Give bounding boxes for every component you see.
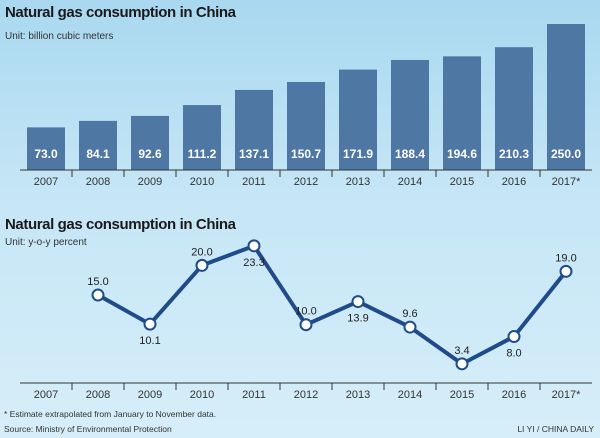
line-value-label: 10.1 (139, 335, 160, 347)
line-chart-tick-label: 2017* (552, 389, 581, 401)
footnote: * Estimate extrapolated from January to … (4, 409, 217, 419)
line-chart-tick-label: 2009 (138, 389, 162, 401)
line-point-2014 (403, 320, 417, 334)
bar-value-label: 84.1 (86, 147, 110, 161)
line-value-label: 9.6 (402, 308, 417, 320)
bar-chart-unit: Unit: billion cubic meters (5, 31, 114, 42)
line-point-2012 (299, 318, 313, 332)
bar-value-label: 171.9 (343, 147, 373, 161)
bar-value-label: 73.0 (34, 147, 58, 161)
line-chart-tick-label: 2008 (86, 389, 110, 401)
bar-2010 (183, 105, 221, 170)
bar-2016 (495, 47, 533, 170)
bar-chart-tick-label: 2013 (346, 176, 370, 188)
bar-chart-tick-label: 2009 (138, 176, 162, 188)
line-chart-tick-label: 2014 (398, 389, 422, 401)
bar-2008 (79, 120, 117, 170)
bar-value-label: 137.1 (239, 147, 269, 161)
line-chart-unit: Unit: y-o-y percent (5, 237, 87, 248)
bar-chart-tick-label: 2007 (34, 176, 58, 188)
line-chart-tick-label: 2015 (450, 389, 474, 401)
bar-value-label: 188.4 (395, 147, 425, 161)
line-point-2010 (195, 258, 209, 272)
bar-value-label: 92.6 (138, 147, 162, 161)
bar-chart-tick-label: 2015 (450, 176, 474, 188)
line-chart-tick-label: 2013 (346, 389, 370, 401)
bar-chart-tick-label: 2011 (242, 176, 266, 188)
line-value-label: 15.0 (87, 276, 108, 288)
bar-value-label: 194.6 (447, 147, 477, 161)
bar-2009 (131, 115, 169, 170)
line-series (97, 243, 568, 366)
bar-value-label: 150.7 (291, 147, 321, 161)
line-value-label: 10.0 (295, 306, 316, 318)
line-point-2009 (143, 317, 157, 331)
bar-chart-tick-label: 2008 (86, 176, 110, 188)
line-point-2016 (507, 330, 521, 344)
bar-chart-tick-label: 2010 (190, 176, 214, 188)
bar-value-label: 111.2 (188, 147, 217, 161)
bar-value-label: 250.0 (551, 147, 581, 161)
line-point-2015 (455, 357, 469, 371)
line-point-2017* (559, 264, 573, 278)
bar-2015 (443, 56, 481, 170)
line-chart-tick-label: 2007 (34, 389, 58, 401)
line-chart-tick-label: 2012 (294, 389, 318, 401)
line-chart-title: Natural gas consumption in China (5, 216, 236, 233)
bar-value-label: 210.3 (499, 147, 529, 161)
line-point-2013 (351, 295, 365, 309)
bar-chart-title: Natural gas consumption in China (5, 4, 236, 21)
bar-chart-tick-label: 2016 (502, 176, 526, 188)
line-value-label: 19.0 (555, 252, 576, 264)
bar-2012 (287, 81, 325, 170)
line-value-label: 23.3 (243, 257, 264, 269)
line-value-label: 3.4 (454, 345, 469, 357)
line-chart-tick-label: 2016 (502, 389, 526, 401)
bar-2017* (547, 24, 585, 170)
line-point-2011 (247, 239, 261, 253)
bar-chart-tick-label: 2012 (294, 176, 318, 188)
line-value-label: 8.0 (506, 348, 521, 360)
bar-chart-tick-label: 2014 (398, 176, 422, 188)
bar-2014 (391, 59, 429, 171)
line-point-2008 (91, 288, 105, 302)
line-chart-tick-label: 2010 (190, 389, 214, 401)
source: Source: Ministry of Environmental Protec… (4, 424, 172, 434)
line-value-label: 13.9 (347, 313, 368, 325)
bar-2013 (339, 69, 377, 170)
credit: LI YI / CHINA DAILY (517, 424, 594, 434)
bar-2007 (27, 127, 65, 170)
bar-chart-tick-label: 2017* (552, 176, 581, 188)
line-value-label: 20.0 (191, 246, 212, 258)
bar-2011 (235, 89, 273, 170)
line-chart-tick-label: 2011 (242, 389, 266, 401)
